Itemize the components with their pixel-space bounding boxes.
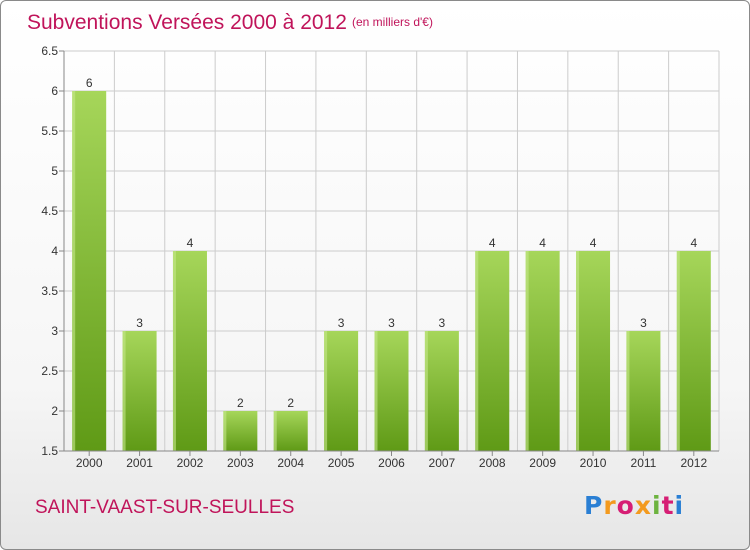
bar-highlight <box>122 331 126 451</box>
value-label: 4 <box>690 236 697 250</box>
x-tick-label: 2000 <box>76 456 103 470</box>
bar-2009 <box>525 251 560 451</box>
value-label: 4 <box>489 236 496 250</box>
y-tick-label: 2.5 <box>41 364 58 378</box>
x-tick-label: 2001 <box>126 456 153 470</box>
x-tick-label: 2003 <box>227 456 254 470</box>
y-tick-label: 5.5 <box>41 124 58 138</box>
bar-2008 <box>475 251 510 451</box>
x-tick-label: 2004 <box>277 456 304 470</box>
bar-highlight <box>626 331 630 451</box>
bar-2006 <box>374 331 409 451</box>
value-label: 6 <box>86 76 93 90</box>
value-label: 3 <box>338 316 345 330</box>
y-tick-label: 4.5 <box>41 204 58 218</box>
bar-2010 <box>576 251 611 451</box>
x-tick-label: 2011 <box>631 456 657 470</box>
bar-2001 <box>122 331 157 451</box>
bar-highlight <box>324 331 328 451</box>
bar-highlight <box>374 331 378 451</box>
bars <box>72 91 711 451</box>
value-label: 2 <box>287 396 294 410</box>
value-label: 4 <box>590 236 597 250</box>
y-tick-label: 2 <box>51 404 58 418</box>
bar-highlight <box>72 91 76 451</box>
bar-2000 <box>72 91 107 451</box>
y-tick-label: 3.5 <box>41 284 58 298</box>
bar-2003 <box>223 411 258 451</box>
x-tick-label: 2005 <box>328 456 355 470</box>
x-tick-label: 2008 <box>479 456 506 470</box>
y-tick-label: 3 <box>51 324 58 338</box>
bar-2004 <box>273 411 308 451</box>
x-tick-label: 2009 <box>529 456 556 470</box>
bar-highlight <box>172 251 176 451</box>
y-tick-label: 1.5 <box>41 444 58 458</box>
value-label: 3 <box>388 316 395 330</box>
bar-2011 <box>626 331 661 451</box>
bar-2007 <box>424 331 459 451</box>
bar-2005 <box>324 331 359 451</box>
bar-highlight <box>273 411 277 451</box>
bar-highlight <box>576 251 580 451</box>
x-tick-label: 2006 <box>378 456 405 470</box>
x-tick-label: 2002 <box>177 456 204 470</box>
axes <box>59 50 719 456</box>
proxiti-logo: Proxiti <box>584 491 685 520</box>
x-tick-label: 2010 <box>580 456 607 470</box>
value-label: 3 <box>640 316 647 330</box>
y-tick-label: 6 <box>51 84 58 98</box>
bar-highlight <box>223 411 227 451</box>
value-label: 2 <box>237 396 244 410</box>
labels: 1.5 2 2.5 3 3.5 4 4.5 5 5.5 6 6.5 6 2000 3 2001 4 2002 2 2… <box>41 44 707 470</box>
value-label: 3 <box>439 316 446 330</box>
bar-highlight <box>676 251 680 451</box>
bar-2002 <box>172 251 207 451</box>
bar-highlight <box>424 331 428 451</box>
y-tick-label: 6.5 <box>41 44 58 58</box>
commune-name: SAINT-VAAST-SUR-SEULLES <box>35 497 295 518</box>
chart-title: Subventions Versées 2000 à 2012 <box>27 11 347 34</box>
unit-note: (en milliers d'€) <box>352 15 433 29</box>
value-label: 4 <box>539 236 546 250</box>
bar-2012 <box>676 251 711 451</box>
value-label: 4 <box>187 236 194 250</box>
x-tick-label: 2007 <box>429 456 456 470</box>
y-tick-label: 4 <box>51 244 58 258</box>
value-label: 3 <box>136 316 143 330</box>
x-tick-label: 2012 <box>680 456 707 470</box>
y-tick-label: 5 <box>51 164 58 178</box>
bar-highlight <box>525 251 529 451</box>
bar-highlight <box>475 251 479 451</box>
